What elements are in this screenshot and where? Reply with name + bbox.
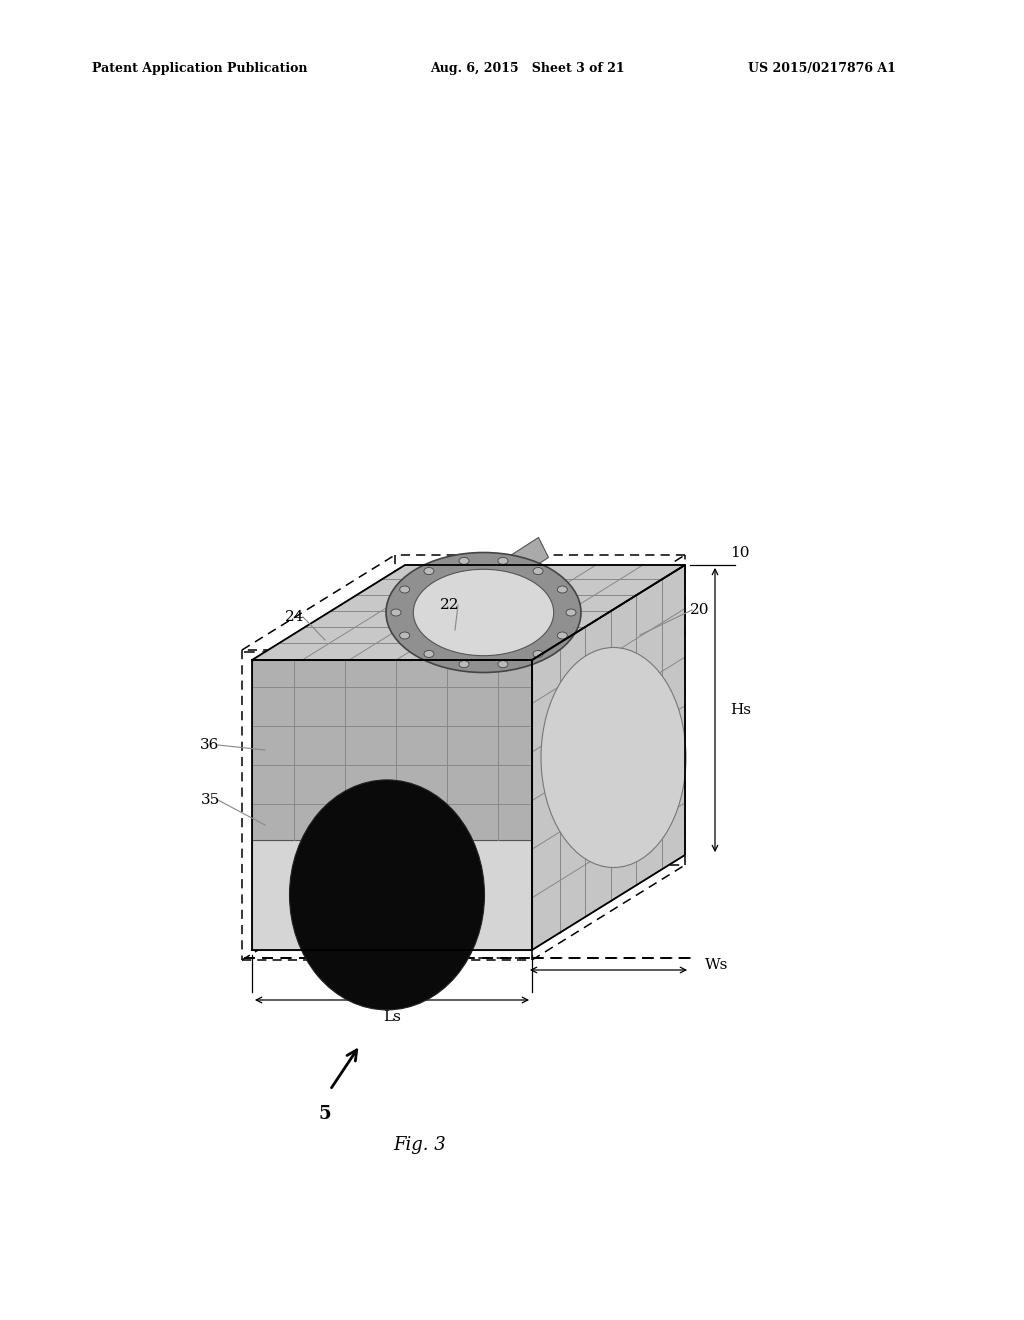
Text: 36: 36 bbox=[201, 738, 220, 752]
Ellipse shape bbox=[399, 586, 410, 593]
Ellipse shape bbox=[534, 568, 543, 574]
Text: 5: 5 bbox=[318, 1105, 332, 1123]
Polygon shape bbox=[252, 840, 532, 950]
Polygon shape bbox=[532, 565, 685, 950]
Text: Aug. 6, 2015   Sheet 3 of 21: Aug. 6, 2015 Sheet 3 of 21 bbox=[430, 62, 625, 75]
Text: 24: 24 bbox=[286, 610, 305, 624]
Ellipse shape bbox=[424, 568, 434, 574]
Ellipse shape bbox=[424, 651, 434, 657]
Text: Ls: Ls bbox=[383, 1010, 401, 1024]
Ellipse shape bbox=[541, 648, 686, 867]
Text: 22: 22 bbox=[440, 598, 460, 612]
Text: 35: 35 bbox=[201, 793, 219, 807]
Text: 20: 20 bbox=[690, 603, 710, 616]
Ellipse shape bbox=[566, 609, 575, 616]
Polygon shape bbox=[252, 565, 685, 660]
Ellipse shape bbox=[414, 569, 554, 656]
Text: 10: 10 bbox=[730, 546, 750, 560]
Text: Patent Application Publication: Patent Application Publication bbox=[92, 62, 307, 75]
Ellipse shape bbox=[459, 661, 469, 668]
Polygon shape bbox=[469, 537, 549, 602]
Ellipse shape bbox=[498, 661, 508, 668]
Ellipse shape bbox=[534, 651, 543, 657]
Ellipse shape bbox=[557, 586, 567, 593]
Text: Fig. 3: Fig. 3 bbox=[393, 1137, 446, 1154]
Text: Ws: Ws bbox=[705, 958, 728, 972]
Ellipse shape bbox=[459, 557, 469, 565]
Ellipse shape bbox=[557, 632, 567, 639]
Ellipse shape bbox=[391, 609, 401, 616]
Ellipse shape bbox=[399, 632, 410, 639]
Ellipse shape bbox=[290, 780, 484, 1010]
Polygon shape bbox=[252, 660, 532, 840]
Text: Hs: Hs bbox=[730, 704, 751, 717]
Ellipse shape bbox=[386, 553, 581, 672]
Ellipse shape bbox=[498, 557, 508, 565]
Text: US 2015/0217876 A1: US 2015/0217876 A1 bbox=[748, 62, 895, 75]
